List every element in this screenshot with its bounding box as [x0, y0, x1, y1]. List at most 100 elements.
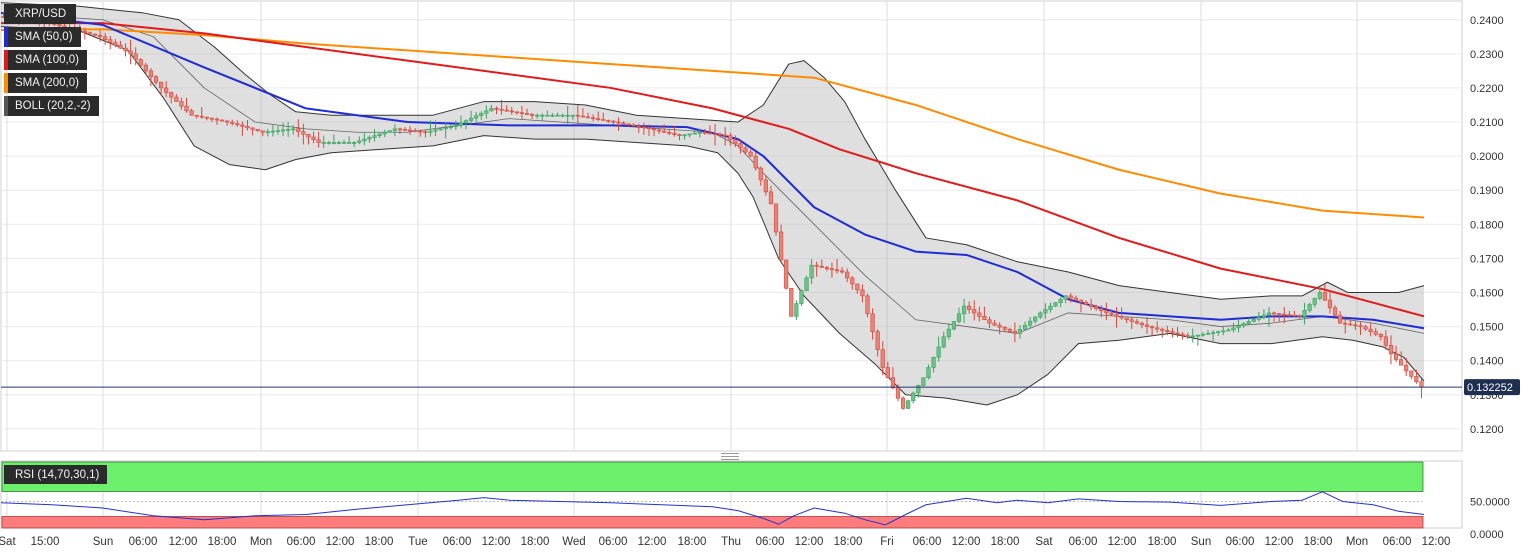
- candle-body: [230, 121, 235, 124]
- x-tick-label: 12:00: [482, 536, 511, 548]
- legend-item-sma100[interactable]: SMA (100,0): [4, 50, 87, 70]
- candle-body: [408, 129, 413, 132]
- candle-body: [1282, 313, 1287, 316]
- candle-body: [565, 114, 570, 117]
- candle-body: [113, 42, 118, 46]
- candle-body: [123, 47, 128, 52]
- last-price-label: 0.132252: [1467, 382, 1513, 394]
- x-tick-label: 15:00: [31, 536, 60, 548]
- candle-body: [611, 120, 616, 123]
- candle-body: [626, 123, 631, 126]
- candle-body: [702, 131, 707, 134]
- candle-body: [1012, 331, 1017, 334]
- candle-body: [169, 92, 174, 98]
- candle-body: [748, 151, 753, 157]
- candle-body: [1124, 317, 1129, 321]
- candle-body: [580, 115, 586, 118]
- candle-body: [108, 39, 113, 43]
- x-tick-label: Sun: [1191, 536, 1211, 548]
- boll-upper-line: [0, 2, 1425, 300]
- candle-body: [1139, 322, 1145, 326]
- candle-body: [850, 277, 855, 285]
- candle-body: [214, 118, 220, 121]
- candle-body: [1190, 335, 1195, 338]
- candle-body: [1368, 328, 1373, 332]
- y-tick-label: 0.1400: [1470, 356, 1504, 368]
- candle-body: [1099, 308, 1104, 312]
- candle-body: [987, 319, 992, 324]
- pane-resize-handle[interactable]: [721, 453, 739, 460]
- legend-item-symbol[interactable]: XRP/USD: [4, 4, 76, 24]
- candle-body: [1038, 312, 1043, 318]
- candle-body: [545, 114, 550, 117]
- candle-body: [367, 137, 372, 140]
- candle-body: [636, 125, 641, 128]
- candle-body: [514, 111, 519, 114]
- candle-body: [1195, 334, 1200, 337]
- y-tick-label: 0.2000: [1470, 151, 1504, 163]
- candle-body: [768, 191, 774, 205]
- candle-body: [1028, 320, 1033, 326]
- x-tick-label: 18:00: [1304, 536, 1333, 548]
- candle-body: [1373, 331, 1378, 335]
- candle-body: [946, 328, 951, 338]
- candle-body: [794, 303, 799, 317]
- candle-body: [941, 336, 946, 348]
- y-tick-label: 0.1800: [1470, 219, 1504, 231]
- sma50-label: SMA (50,0): [15, 31, 73, 43]
- candle-body: [1160, 328, 1165, 331]
- rsi-label: RSI (14,70,30,1): [15, 468, 100, 481]
- boll-lower-line: [0, 26, 1425, 406]
- candle-body: [382, 131, 387, 135]
- candle-body: [392, 128, 397, 131]
- candle-body: [1119, 316, 1124, 319]
- candle-body: [1033, 316, 1038, 322]
- x-tick-label: 06:00: [443, 536, 472, 548]
- candle-body: [814, 264, 819, 267]
- candle-body: [219, 119, 225, 122]
- x-tick-label: 18:00: [1148, 536, 1177, 548]
- candles: [1, 11, 1424, 410]
- candle-body: [433, 129, 438, 132]
- candle-body: [245, 126, 250, 129]
- candle-body: [590, 117, 596, 120]
- candle-body: [646, 127, 652, 130]
- candle-body: [1246, 321, 1251, 324]
- candle-body: [784, 259, 789, 289]
- x-tick-label: 12:00: [1265, 536, 1294, 548]
- candle-body: [1073, 297, 1078, 301]
- candle-body: [662, 130, 667, 133]
- candle-body: [1322, 292, 1327, 301]
- candle-body: [1271, 312, 1277, 315]
- candle-body: [631, 124, 636, 127]
- legend-item-boll[interactable]: BOLL (20,2,-2): [4, 96, 99, 116]
- candle-body: [316, 139, 321, 143]
- candle-body: [133, 53, 138, 60]
- x-tick-label: 18:00: [521, 536, 550, 548]
- candle-body: [1388, 345, 1394, 355]
- candle-body: [1210, 332, 1216, 334]
- candle-body: [570, 114, 575, 117]
- candle-body: [275, 130, 281, 132]
- legend-item-sma50[interactable]: SMA (50,0): [4, 27, 81, 47]
- legend-item-sma200[interactable]: SMA (200,0): [4, 73, 87, 93]
- candle-body: [494, 108, 499, 110]
- candle-body: [651, 128, 657, 131]
- x-tick-label: Wed: [562, 536, 585, 548]
- candle-body: [1063, 295, 1068, 300]
- candle-body: [529, 114, 535, 116]
- candle-body: [1200, 333, 1206, 336]
- candle-body: [194, 114, 199, 117]
- legend-item-rsi[interactable]: RSI (14,70,30,1): [4, 465, 108, 484]
- candle-body: [1109, 312, 1114, 315]
- candle-body: [1261, 314, 1267, 318]
- candle-body: [1348, 323, 1353, 326]
- candle-body: [931, 356, 936, 368]
- candle-body: [682, 134, 687, 137]
- candle-body: [270, 130, 275, 133]
- candle-body: [809, 264, 814, 279]
- x-tick-label: 06:00: [1383, 536, 1412, 548]
- candle-body: [250, 127, 255, 130]
- candle-body: [1302, 310, 1307, 317]
- candle-body: [225, 120, 230, 123]
